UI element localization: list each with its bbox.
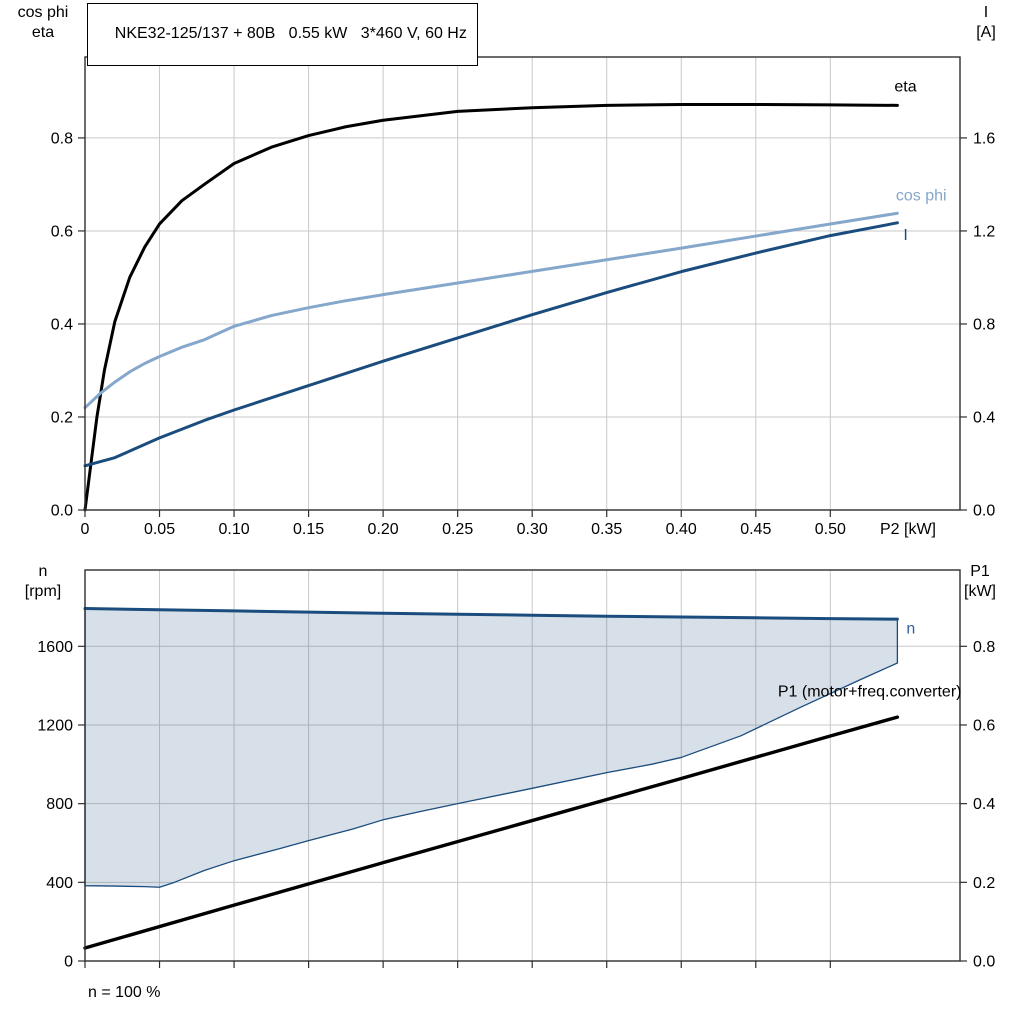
p1-curve-label: P1 (motor+freq.converter) <box>778 684 962 701</box>
svg-text:0.05: 0.05 <box>144 521 175 538</box>
svg-text:0.0: 0.0 <box>973 954 995 971</box>
svg-text:0.20: 0.20 <box>368 521 399 538</box>
tick-labels: 0 400 800 1200 1600 0.0 0.2 0.4 0.6 0.8 <box>37 639 995 971</box>
svg-text:0.8: 0.8 <box>51 130 73 147</box>
svg-text:800: 800 <box>46 796 73 813</box>
grid-lines <box>85 570 960 961</box>
svg-text:1.2: 1.2 <box>973 223 995 240</box>
chart-2: 0 400 800 1200 1600 0.0 0.2 0.4 0.6 0.8 n P1 (motor… <box>37 569 995 971</box>
chart-title-box: NKE32-125/137 + 80B 0.55 kW 3*460 V, 60 … <box>87 3 478 66</box>
top-chart-left-axis-title: cos phi eta <box>4 3 82 43</box>
axis-ticks <box>78 137 967 517</box>
series-eta-line <box>83 102 899 512</box>
top-chart-right-axis-title: I [A] <box>956 3 1016 43</box>
grid-lines <box>85 57 960 510</box>
series-n-line <box>83 607 899 621</box>
right-axis-title-line1: I <box>983 4 989 21</box>
n-curve-label: n <box>906 621 915 638</box>
svg-text:0.8: 0.8 <box>973 316 995 333</box>
series-cos-phi-line <box>83 211 899 410</box>
svg-text:0.4: 0.4 <box>51 316 73 333</box>
svg-text:1600: 1600 <box>37 639 73 656</box>
x-axis-title: P2 [kW] <box>880 521 936 538</box>
current-curve-label: I <box>903 227 907 244</box>
svg-text:0.2: 0.2 <box>51 409 73 426</box>
svg-text:0.0: 0.0 <box>973 503 995 520</box>
chart-title: NKE32-125/137 + 80B 0.55 kW 3*460 V, 60 … <box>114 25 467 42</box>
svg-text:0.30: 0.30 <box>517 521 548 538</box>
power-axis-title-line1: P1 <box>970 563 990 580</box>
svg-text:0.10: 0.10 <box>218 521 249 538</box>
svg-text:400: 400 <box>46 875 73 892</box>
axis-ticks <box>78 645 967 968</box>
cos-phi-curve-label: cos phi <box>896 188 947 205</box>
speed-range-band <box>84 607 899 888</box>
tick-labels: 0.0 0.2 0.4 0.6 0.8 0.0 0.4 0.8 1.2 1.6 0 0.05 0.10 0… <box>51 130 996 538</box>
svg-text:0.50: 0.50 <box>815 521 846 538</box>
right-axis-title-line2: [A] <box>976 24 996 41</box>
svg-text:0.4: 0.4 <box>973 409 995 426</box>
svg-text:0.8: 0.8 <box>973 639 995 656</box>
svg-text:0.4: 0.4 <box>973 796 995 813</box>
eta-curve-label: eta <box>894 78 916 95</box>
svg-text:0.0: 0.0 <box>51 503 73 520</box>
power-axis-title-line2: [kW] <box>964 583 996 600</box>
svg-text:0.40: 0.40 <box>666 521 697 538</box>
speed-footnote: n = 100 % <box>88 984 161 1001</box>
plot-frame <box>84 569 961 962</box>
svg-text:0: 0 <box>81 521 90 538</box>
svg-text:1200: 1200 <box>37 717 73 734</box>
series-p1-line <box>83 715 900 950</box>
svg-text:0.2: 0.2 <box>973 875 995 892</box>
series-current-line <box>83 221 899 468</box>
left-axis-title-line2: eta <box>31 24 55 41</box>
speed-axis-title-line1: n <box>38 563 48 580</box>
bottom-chart-right-axis-title: P1 [kW] <box>946 562 1014 602</box>
svg-text:0.45: 0.45 <box>740 521 771 538</box>
svg-text:0.6: 0.6 <box>51 223 73 240</box>
svg-text:1.6: 1.6 <box>973 130 995 147</box>
svg-text:0.35: 0.35 <box>591 521 622 538</box>
left-axis-title-line1: cos phi <box>17 4 69 21</box>
svg-text:0.25: 0.25 <box>442 521 473 538</box>
bottom-chart-left-axis-title: n [rpm] <box>4 562 82 602</box>
svg-text:0: 0 <box>64 954 73 971</box>
plot-frame <box>84 56 961 511</box>
chart-1: 0.0 0.2 0.4 0.6 0.8 0.0 0.4 0.8 1.2 1.6 0 0.05 0.10 0… <box>51 56 996 538</box>
svg-text:0.15: 0.15 <box>293 521 324 538</box>
svg-text:0.6: 0.6 <box>973 717 995 734</box>
speed-axis-title-line2: [rpm] <box>24 583 62 600</box>
